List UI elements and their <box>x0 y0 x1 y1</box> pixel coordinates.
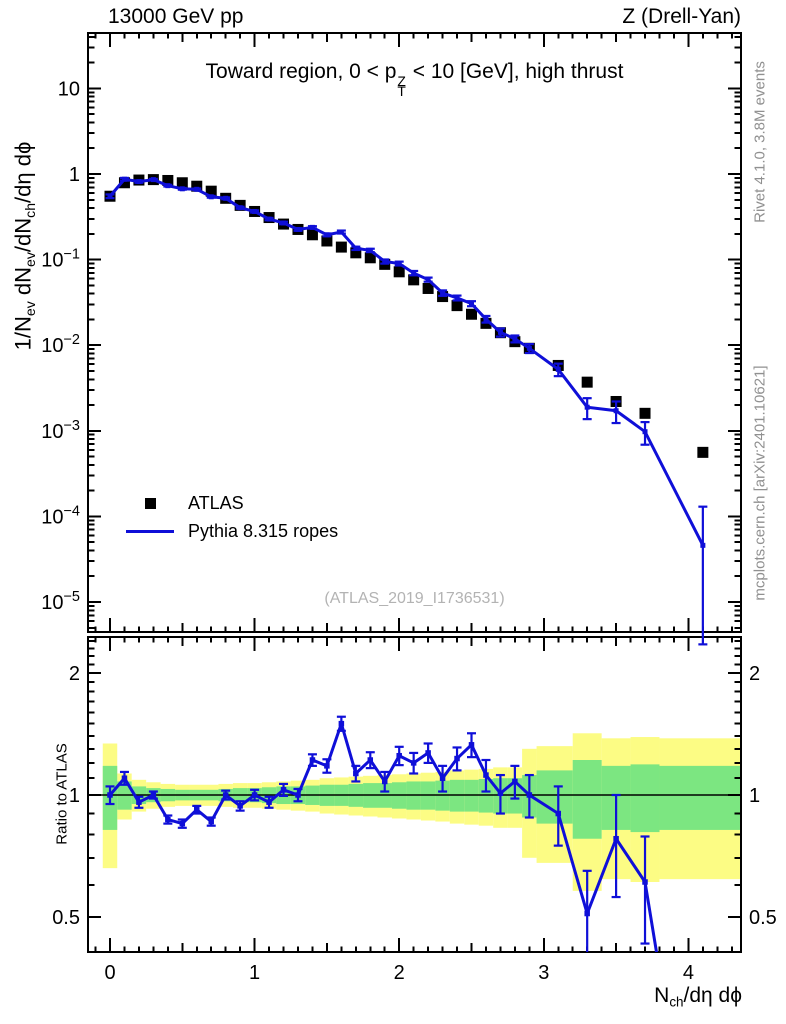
atlas-markers <box>104 174 709 458</box>
legend-label-pythia: Pythia 8.315 ropes <box>188 520 339 541</box>
pythia-curve <box>105 176 708 646</box>
mcplots-arxiv-note: mcplots.cern.ch [arXiv:2401.10621] <box>751 365 769 601</box>
ratio-curve <box>105 715 659 952</box>
ratio-y-tick-label-left: 2 <box>69 663 80 685</box>
main-y-axis-label: 1/Nev dNev/dNch/dη dϕ <box>10 141 38 351</box>
blue-line-marker-icon <box>118 529 182 533</box>
panel-title-suffix: < 10 [GeV], high thrust <box>406 60 624 83</box>
x-axis-label: Nch/dη dϕ <box>654 984 742 1010</box>
x-tick-label: 2 <box>394 962 405 984</box>
x-tick-label: 0 <box>104 962 115 984</box>
uncertainty-band-green <box>102 760 741 839</box>
legend: ATLAS Pythia 8.315 ropes <box>118 489 338 545</box>
axis-tick-labels: 10 1 10−1 10−2 10−3 10−4 10−5 0 1 2 3 4 2 2 1 1 0.5 0.5 <box>41 78 777 984</box>
main-y-tick-label: 10−2 <box>41 332 80 357</box>
ratio-y-tick-label-right: 0.5 <box>749 907 777 929</box>
pt-superscript: Z <box>397 72 406 89</box>
legend-item-pythia: Pythia 8.315 ropes <box>118 517 338 545</box>
main-y-tick-label: 10−4 <box>41 503 80 528</box>
ratio-y-tick-label-right: 1 <box>749 785 760 807</box>
main-y-tick-label: 1 <box>69 164 80 186</box>
legend-label-atlas: ATLAS <box>188 492 244 513</box>
beam-energy-label: 13000 GeV pp <box>108 5 244 28</box>
panel-title-prefix: Toward region, 0 < p <box>205 60 397 83</box>
legend-item-atlas: ATLAS <box>118 489 338 517</box>
ratio-y-axis-label: Ratio to ATLAS <box>53 743 71 845</box>
ratio-y-tick-label-left: 1 <box>69 785 80 807</box>
x-tick-label: 4 <box>683 962 694 984</box>
rivet-version-note: Rivet 4.1.0, 3.8M events <box>751 61 769 223</box>
main-y-tick-label: 10−1 <box>41 247 80 272</box>
analysis-id-watermark: (ATLAS_2019_I1736531) <box>324 590 505 607</box>
black-square-marker-icon <box>118 497 182 509</box>
pt-subscript: T <box>397 83 406 100</box>
process-label: Z (Drell-Yan) <box>622 5 741 28</box>
main-y-tick-label: 10 <box>58 78 80 100</box>
x-tick-label: 3 <box>538 962 549 984</box>
x-tick-label: 1 <box>249 962 260 984</box>
axis-ticks <box>88 33 741 952</box>
ratio-y-tick-label-left: 0.5 <box>52 907 80 929</box>
main-y-tick-label: 10−3 <box>41 418 80 443</box>
main-y-tick-label: 10−5 <box>41 589 80 614</box>
ratio-y-tick-label-right: 2 <box>749 663 760 685</box>
